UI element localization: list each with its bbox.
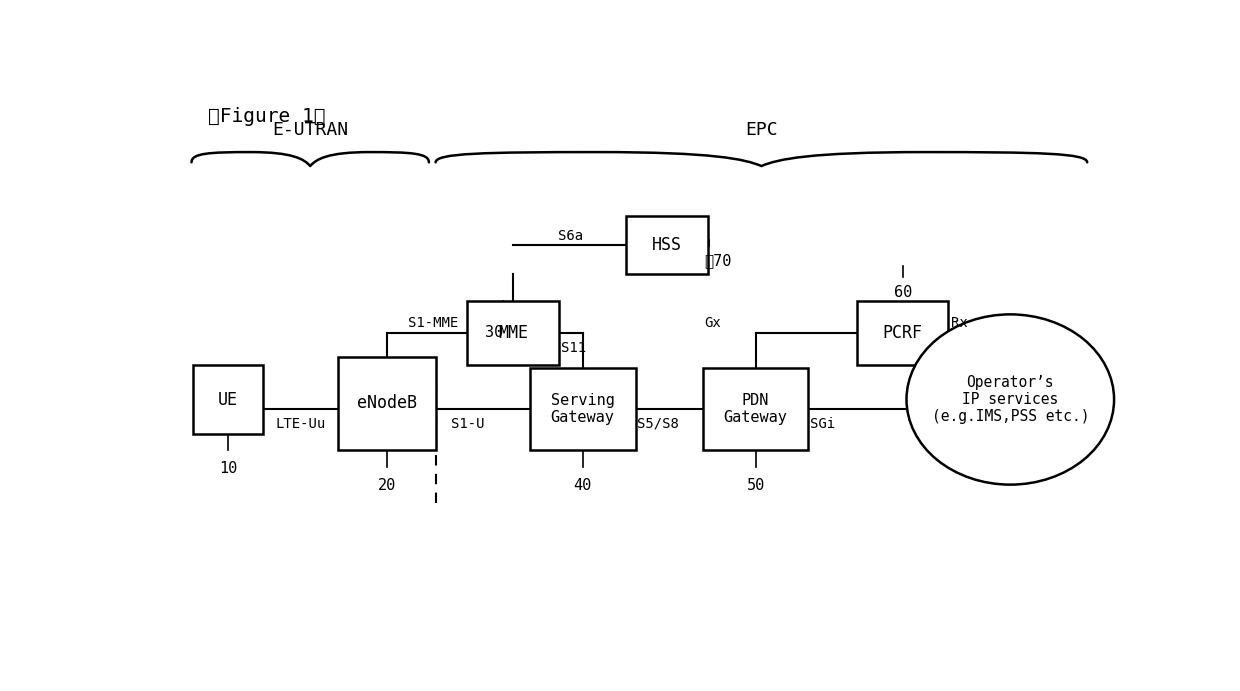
Text: 【Figure 1】: 【Figure 1】 bbox=[208, 107, 325, 126]
Text: 20: 20 bbox=[377, 477, 396, 493]
Text: HSS: HSS bbox=[652, 236, 682, 254]
FancyBboxPatch shape bbox=[857, 301, 947, 365]
Text: S1-MME: S1-MME bbox=[408, 316, 459, 330]
Text: 50: 50 bbox=[746, 477, 765, 493]
FancyBboxPatch shape bbox=[626, 216, 708, 274]
Text: PDN
Gateway: PDN Gateway bbox=[724, 392, 787, 425]
Text: MME: MME bbox=[498, 324, 528, 342]
Text: Serving
Gateway: Serving Gateway bbox=[551, 392, 615, 425]
Text: 30: 30 bbox=[485, 325, 503, 340]
FancyBboxPatch shape bbox=[193, 365, 263, 434]
Text: S6a: S6a bbox=[558, 229, 583, 243]
FancyBboxPatch shape bbox=[529, 368, 635, 450]
FancyBboxPatch shape bbox=[337, 357, 435, 450]
Text: SGi: SGi bbox=[811, 417, 836, 430]
Text: LTE-Uu: LTE-Uu bbox=[277, 417, 326, 430]
Text: UE: UE bbox=[218, 390, 238, 408]
Text: E-UTRAN: E-UTRAN bbox=[272, 121, 348, 139]
Text: S11: S11 bbox=[560, 341, 585, 355]
Text: S1-U: S1-U bbox=[451, 417, 485, 430]
FancyBboxPatch shape bbox=[703, 368, 808, 450]
Text: Rx: Rx bbox=[951, 316, 967, 330]
Text: Operator’s
IP services
(e.g.IMS,PSS etc.): Operator’s IP services (e.g.IMS,PSS etc.… bbox=[931, 375, 1089, 424]
FancyBboxPatch shape bbox=[467, 301, 559, 365]
Text: 40: 40 bbox=[574, 477, 591, 493]
Text: S5/S8: S5/S8 bbox=[637, 417, 680, 430]
Ellipse shape bbox=[906, 314, 1114, 484]
Text: PCRF: PCRF bbox=[882, 324, 923, 342]
Text: Gx: Gx bbox=[704, 316, 722, 330]
Text: eNodeB: eNodeB bbox=[357, 395, 417, 413]
Text: 60: 60 bbox=[894, 285, 911, 300]
Text: 10: 10 bbox=[219, 461, 237, 475]
Text: ∲70: ∲70 bbox=[704, 253, 732, 268]
Text: EPC: EPC bbox=[745, 121, 777, 139]
